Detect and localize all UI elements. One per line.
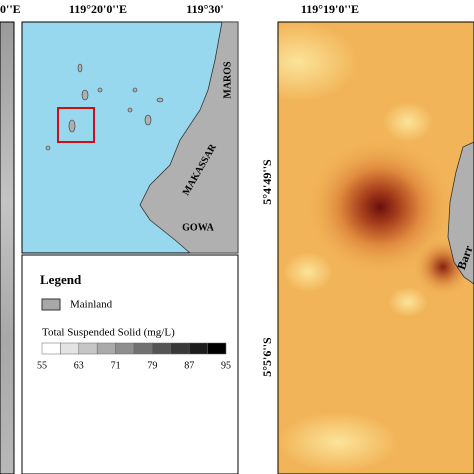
scale-step [207,342,227,355]
scale-step [115,342,135,355]
mainland [139,21,239,254]
place-label: MAROS [222,61,233,99]
scale-label: 63 [74,360,84,371]
scale-label: 87 [184,360,194,371]
scale-label: 95 [221,360,231,371]
islands [45,63,164,151]
lat-label: 5°5'6''S [260,337,274,377]
scale-label: 79 [147,360,157,371]
scale-step [188,342,208,355]
lon-label: 119°19'0''E [301,2,359,16]
legend-box [21,254,239,474]
scale-step [60,342,80,355]
scale-step [96,342,116,355]
lon-label: 119°20'0''E [69,2,127,16]
scale-step [41,342,61,355]
scale-step [133,342,153,355]
tss-map-frame [277,21,474,474]
lat-label: 5°4'49''S [260,159,274,205]
study-area-box [57,107,95,143]
legend-swatch [41,298,61,311]
place-label: GOWA [182,222,214,233]
lon-label: 119°30' [186,2,223,16]
legend-title: Legend [40,272,82,287]
scale-label: 71 [111,360,121,371]
lon-label: 0''E [0,2,21,16]
legend-label: Mainland [70,299,113,311]
scale-step [78,342,98,355]
left-map [0,21,15,474]
scale-label: 55 [37,360,47,371]
tss-map [278,22,474,474]
scale-step [170,342,190,355]
color-scale [41,342,227,355]
scale-title: Total Suspended Solid (mg/L) [42,327,175,339]
scale-step [152,342,172,355]
